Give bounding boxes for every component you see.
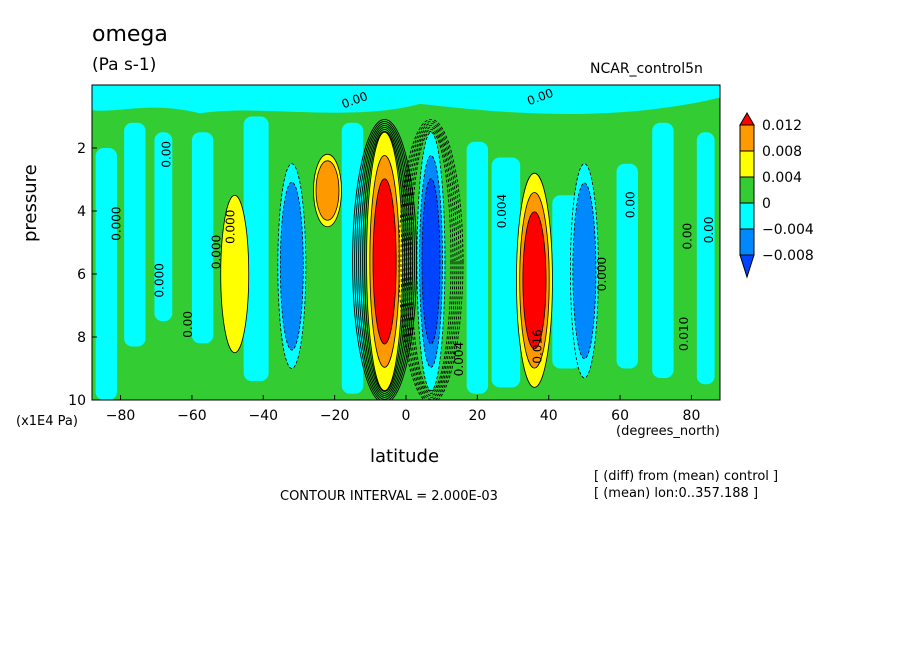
- x-tick-label: −20: [320, 408, 350, 424]
- contour-line: [400, 120, 462, 400]
- colorbar-label: 0.004: [762, 170, 802, 186]
- colorbar-box: [739, 150, 755, 178]
- x-tick-label: −80: [106, 408, 136, 424]
- contour-line: [404, 124, 458, 398]
- chart-title: omega: [92, 22, 168, 47]
- y-tick-label: 2: [77, 141, 86, 157]
- contour-line: [356, 122, 414, 400]
- contour-line: [362, 128, 408, 394]
- x-axis-title: latitude: [370, 446, 440, 467]
- y-tick-label: 6: [77, 267, 86, 283]
- cell-band: [124, 122, 146, 347]
- extreme-min: [572, 182, 597, 360]
- contour-label: 0.000: [110, 206, 124, 240]
- cell-band: [696, 132, 715, 385]
- colorbar: 0.012 0.008 0.004 0 −0.004 −0.008: [739, 112, 814, 279]
- extreme-max: [315, 160, 340, 221]
- colorbar-box: [739, 176, 755, 204]
- colorbar-label: 0.008: [762, 144, 802, 160]
- contour-label: 0.000: [224, 210, 238, 244]
- contour-labels: 0.000.00 0.000.0000.0000.0000.0000.000.00…: [110, 86, 716, 376]
- mean-note: [ (mean) lon:0..357.188 ]: [594, 486, 759, 501]
- colorbar-box: [739, 124, 755, 152]
- cell-band: [652, 122, 674, 378]
- cell-band: [95, 148, 117, 400]
- x-tick-label: 60: [611, 408, 629, 424]
- colorbar-max-arrow: [739, 112, 755, 126]
- extreme-max: [522, 211, 547, 350]
- colorbar-min-arrow: [739, 254, 755, 279]
- contour-line: [358, 124, 412, 398]
- contour-line: [406, 126, 456, 396]
- colorbar-box: [739, 202, 755, 230]
- colorbar-label: −0.008: [762, 248, 814, 264]
- contour-line: [354, 120, 416, 400]
- contour-line: [410, 130, 452, 392]
- contour-field: [92, 85, 720, 400]
- contour-label: 0.000: [152, 263, 166, 297]
- upper-cyan-layer: [92, 85, 720, 114]
- contour-label: 0.000: [595, 257, 609, 291]
- x-tick-label: −60: [177, 408, 207, 424]
- cell-band: [466, 141, 489, 394]
- contour-interval-note: CONTOUR INTERVAL = 2.000E-03: [280, 489, 498, 504]
- x-axis-unit: (degrees_north): [616, 424, 720, 439]
- axes: −80 −60 −40 −20 0 20 40 60 80 2 4 6 8 10: [68, 141, 700, 424]
- x-tick-label: 20: [468, 408, 486, 424]
- extreme-max: [372, 178, 397, 345]
- contour-line: [352, 118, 418, 400]
- colorbar-label: 0: [762, 196, 771, 212]
- contour-label: 0.00: [702, 217, 716, 244]
- contour-label: 0.00: [181, 311, 195, 338]
- contour-label: 0.004: [495, 194, 509, 228]
- extreme-min: [279, 181, 304, 351]
- contour-line: [408, 128, 454, 394]
- contour-line: [364, 130, 406, 392]
- colorbar-label: 0.012: [762, 118, 802, 134]
- cell-band: [191, 132, 214, 344]
- experiment-label: NCAR_control5n: [590, 61, 703, 77]
- contour-label: 0.000: [209, 235, 223, 269]
- cell-band: [491, 157, 521, 388]
- contour-line: [360, 126, 410, 396]
- units-label: (Pa s-1): [92, 55, 157, 75]
- y-axis-unit: (x1E4 Pa): [16, 414, 78, 429]
- y-tick-label: 4: [77, 204, 86, 220]
- contour-label: 0.00: [160, 141, 174, 168]
- contour-label: 0.00: [623, 191, 637, 218]
- extreme-max: [220, 194, 250, 354]
- extreme-min: [421, 178, 441, 345]
- y-tick-label: 10: [68, 393, 86, 409]
- cell-band: [616, 163, 638, 369]
- contour-line: [398, 118, 464, 400]
- cell-band: [243, 116, 269, 382]
- x-tick-label: 80: [683, 408, 701, 424]
- colorbar-box: [739, 228, 755, 256]
- contour-label: 0.010: [677, 317, 691, 351]
- contour-label: 0.00: [680, 223, 694, 250]
- colorbar-label: −0.004: [762, 222, 814, 238]
- x-tick-label: −40: [248, 408, 278, 424]
- cell-band: [154, 132, 173, 322]
- y-tick-label: 8: [77, 330, 86, 346]
- contour-line: [402, 122, 460, 400]
- contour-label: 0.004: [452, 342, 466, 376]
- diff-note: [ (diff) from (mean) control ]: [594, 469, 779, 484]
- x-tick-label: 0: [402, 408, 411, 424]
- x-tick-label: 40: [540, 408, 558, 424]
- contour-label: 0.016: [531, 329, 545, 363]
